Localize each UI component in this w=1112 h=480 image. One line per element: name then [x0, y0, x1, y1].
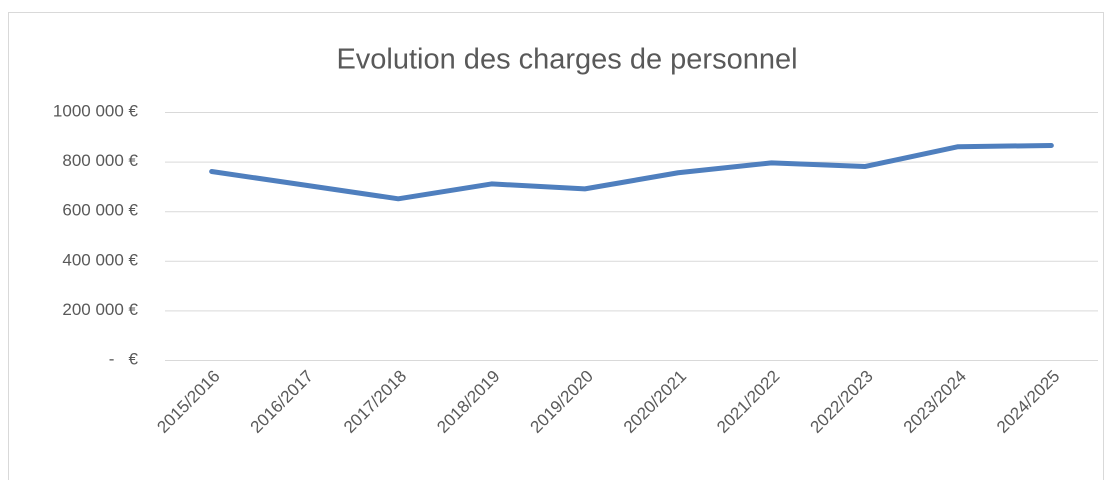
y-tick-label: - € [104, 349, 139, 368]
y-tick-label: 200 000 € [62, 300, 138, 319]
y-tick-label: 1000 000 € [53, 101, 139, 120]
y-tick-label: 600 000 € [62, 201, 138, 220]
line-series [209, 142, 1054, 202]
y-tick-label: 800 000 € [62, 151, 138, 170]
chart-border [8, 12, 1104, 480]
y-tick-label: 400 000 € [62, 250, 138, 269]
chart-title: Evolution des charges de personnel [336, 44, 797, 76]
